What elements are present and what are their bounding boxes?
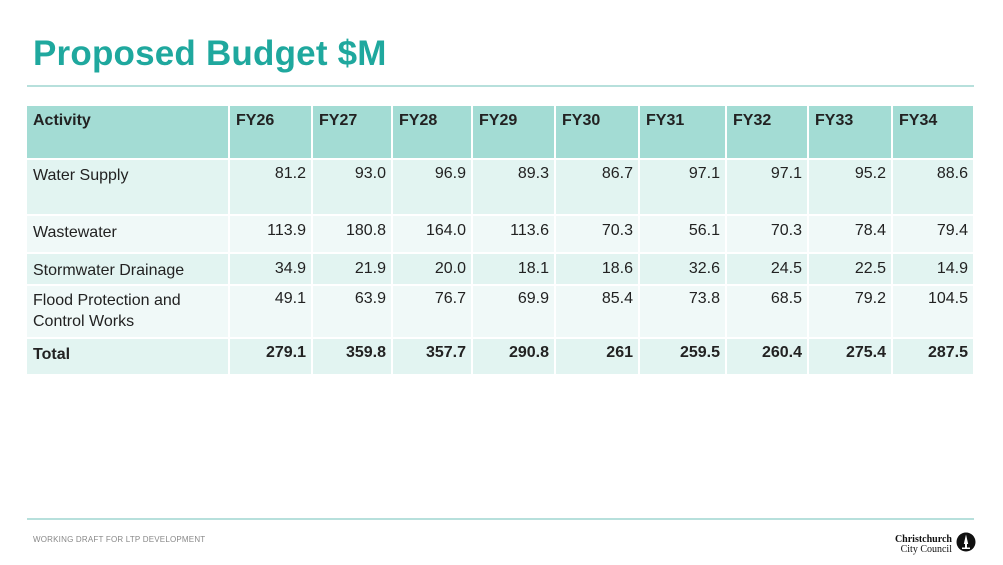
table-cell: 96.9 — [392, 159, 473, 216]
table-cell: 34.9 — [229, 253, 313, 286]
total-cell: 359.8 — [312, 338, 393, 376]
table-cell: 97.1 — [639, 159, 727, 216]
total-cell: 290.8 — [472, 338, 556, 376]
header-fy26: FY26 — [229, 106, 313, 160]
total-cell: 259.5 — [639, 338, 727, 376]
council-logo: Christchurch City Council — [895, 532, 976, 557]
table-cell: 14.9 — [892, 253, 975, 286]
footer-divider — [27, 518, 974, 520]
header-fy33: FY33 — [808, 106, 893, 160]
cathedral-spire-icon — [956, 532, 976, 557]
table-cell: 88.6 — [892, 159, 975, 216]
table-cell: 104.5 — [892, 285, 975, 339]
table-cell: 21.9 — [312, 253, 393, 286]
table-header-row: Activity FY26 FY27 FY28 FY29 FY30 FY31 F… — [27, 106, 975, 160]
table-cell: 95.2 — [808, 159, 893, 216]
header-fy34: FY34 — [892, 106, 975, 160]
total-cell: 279.1 — [229, 338, 313, 376]
logo-line-2: City Council — [900, 543, 952, 555]
table-cell: 79.4 — [892, 215, 975, 254]
table-cell: 18.6 — [555, 253, 640, 286]
table-cell: 68.5 — [726, 285, 809, 339]
table-cell: 69.9 — [472, 285, 556, 339]
table-cell: 89.3 — [472, 159, 556, 216]
header-fy28: FY28 — [392, 106, 473, 160]
total-cell: 275.4 — [808, 338, 893, 376]
row-label: Water Supply — [27, 159, 230, 216]
table-cell: 24.5 — [726, 253, 809, 286]
table-cell: 22.5 — [808, 253, 893, 286]
total-row: Total 279.1 359.8 357.7 290.8 261 259.5 … — [27, 338, 975, 376]
table-cell: 113.6 — [472, 215, 556, 254]
header-fy30: FY30 — [555, 106, 640, 160]
header-fy32: FY32 — [726, 106, 809, 160]
header-fy29: FY29 — [472, 106, 556, 160]
budget-table: Activity FY26 FY27 FY28 FY29 FY30 FY31 F… — [27, 106, 975, 376]
row-label: Wastewater — [27, 215, 230, 254]
table-row: Wastewater 113.9 180.8 164.0 113.6 70.3 … — [27, 215, 975, 254]
table-cell: 85.4 — [555, 285, 640, 339]
title-divider — [27, 85, 974, 87]
row-label: Stormwater Drainage — [27, 253, 230, 286]
header-activity: Activity — [27, 106, 230, 160]
logo-line-1: Christchurch — [894, 533, 952, 545]
table-cell: 49.1 — [229, 285, 313, 339]
table-cell: 73.8 — [639, 285, 727, 339]
table-cell: 93.0 — [312, 159, 393, 216]
table-cell: 76.7 — [392, 285, 473, 339]
total-cell: 260.4 — [726, 338, 809, 376]
draft-notice: WORKING DRAFT FOR LTP DEVELOPMENT — [33, 535, 206, 544]
table-cell: 70.3 — [555, 215, 640, 254]
total-cell: 287.5 — [892, 338, 975, 376]
table-cell: 78.4 — [808, 215, 893, 254]
header-fy31: FY31 — [639, 106, 727, 160]
total-label: Total — [27, 338, 230, 376]
page-title: Proposed Budget $M — [33, 34, 387, 73]
table-cell: 18.1 — [472, 253, 556, 286]
table-cell: 97.1 — [726, 159, 809, 216]
table-cell: 86.7 — [555, 159, 640, 216]
table-cell: 81.2 — [229, 159, 313, 216]
table-row: Flood Protection and Control Works 49.1 … — [27, 285, 975, 339]
table-cell: 180.8 — [312, 215, 393, 254]
total-cell: 261 — [555, 338, 640, 376]
table-cell: 113.9 — [229, 215, 313, 254]
table-cell: 79.2 — [808, 285, 893, 339]
table-cell: 20.0 — [392, 253, 473, 286]
table-cell: 32.6 — [639, 253, 727, 286]
header-fy27: FY27 — [312, 106, 393, 160]
table-cell: 70.3 — [726, 215, 809, 254]
row-label: Flood Protection and Control Works — [27, 285, 230, 339]
table-cell: 63.9 — [312, 285, 393, 339]
total-cell: 357.7 — [392, 338, 473, 376]
table-row: Water Supply 81.2 93.0 96.9 89.3 86.7 97… — [27, 159, 975, 216]
table-cell: 164.0 — [392, 215, 473, 254]
table-cell: 56.1 — [639, 215, 727, 254]
table-row: Stormwater Drainage 34.9 21.9 20.0 18.1 … — [27, 253, 975, 286]
